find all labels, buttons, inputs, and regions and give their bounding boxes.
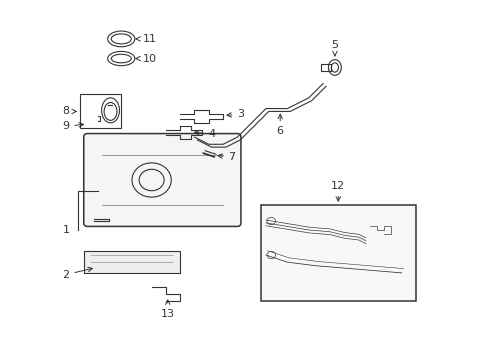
Bar bbox=[80, 94, 121, 128]
Text: 12: 12 bbox=[330, 181, 345, 201]
Polygon shape bbox=[83, 251, 180, 273]
FancyBboxPatch shape bbox=[83, 134, 241, 226]
Text: 13: 13 bbox=[161, 300, 174, 319]
Text: 9: 9 bbox=[62, 121, 83, 131]
Text: 10: 10 bbox=[136, 54, 156, 64]
Text: 1: 1 bbox=[62, 225, 69, 235]
Text: 4: 4 bbox=[194, 129, 216, 139]
Text: 3: 3 bbox=[226, 109, 244, 119]
Bar bbox=[260, 205, 415, 301]
Text: 5: 5 bbox=[331, 40, 338, 56]
Text: 2: 2 bbox=[62, 267, 92, 280]
Text: 11: 11 bbox=[136, 34, 156, 44]
Text: 7: 7 bbox=[218, 153, 235, 162]
Text: 6: 6 bbox=[276, 114, 283, 136]
Text: 8: 8 bbox=[62, 107, 76, 116]
